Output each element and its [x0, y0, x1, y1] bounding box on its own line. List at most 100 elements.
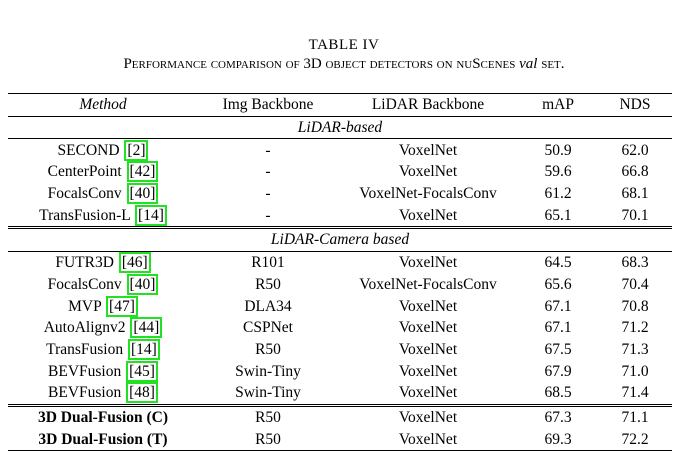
method-cell: SECOND [2]	[8, 139, 198, 161]
img-backbone-cell: R50	[198, 428, 338, 451]
method-name: FocalsConv	[47, 275, 122, 293]
citation-link[interactable]: [2]	[124, 139, 149, 161]
citation-link[interactable]: [14]	[135, 204, 167, 226]
table-row: FUTR3D [46] R101 VoxelNet 64.5 68.3	[8, 251, 672, 274]
method-cell: TransFusion [14]	[8, 338, 198, 361]
citation-link[interactable]: [44]	[130, 317, 163, 339]
results-table: Method Img Backbone LiDAR Backbone mAP N…	[8, 93, 672, 451]
table-row: CenterPoint [42] - VoxelNet 59.6 66.8	[8, 161, 672, 183]
lidar-backbone-cell: VoxelNet	[398, 141, 458, 159]
table-row: MVP [47] DLA34 VoxelNet 67.1 70.8	[8, 295, 672, 317]
img-backbone-cell: R50	[255, 275, 281, 293]
img-backbone-cell: R50	[198, 403, 338, 429]
nds-cell: 70.1	[621, 206, 649, 224]
map-cell: 65.6	[544, 275, 572, 293]
map-cell: 69.3	[518, 428, 598, 451]
header-map: mAP	[518, 93, 598, 117]
img-backbone-cell: R101	[251, 254, 285, 272]
lidar-backbone-cell: VoxelNet	[398, 340, 458, 358]
nds-cell: 72.2	[598, 428, 672, 451]
img-backbone-cell: -	[265, 206, 271, 224]
method-cell: AutoAlignv2 [44]	[8, 317, 198, 339]
table-title-end: set.	[537, 56, 565, 72]
method-cell: BEVFusion [45]	[8, 360, 198, 382]
table-row: BEVFusion [45] Swin-Tiny VoxelNet 67.9 71.0	[8, 360, 672, 382]
img-backbone-cell: -	[265, 141, 271, 159]
group-header-row: LiDAR-Camera based	[8, 226, 672, 252]
img-backbone-cell: Swin-Tiny	[235, 362, 301, 380]
method-name: TransFusion-L	[39, 206, 131, 224]
citation-link[interactable]: [42]	[126, 161, 159, 183]
method-name: FocalsConv	[47, 185, 122, 203]
img-backbone-cell: -	[265, 185, 271, 203]
table-label: TABLE IV	[308, 37, 380, 53]
header-img-backbone: Img Backbone	[198, 93, 338, 117]
table-row: TransFusion [14] R50 VoxelNet 67.5 71.3	[8, 338, 672, 361]
map-cell: 67.1	[544, 319, 572, 337]
table-row: FocalsConv [40] R50 VoxelNet-FocalsConv 65.…	[8, 273, 672, 296]
nds-cell: 70.4	[621, 275, 649, 293]
table-title-text: Performance comparison of 3D object dete…	[123, 56, 520, 72]
nds-cell: 71.4	[621, 384, 649, 402]
lidar-backbone-cell: VoxelNet	[398, 297, 458, 315]
img-backbone-cell: -	[265, 163, 271, 181]
header-row: Method Img Backbone LiDAR Backbone mAP N…	[8, 93, 672, 117]
map-cell: 67.1	[544, 297, 572, 315]
header-lidar-backbone: LiDAR Backbone	[338, 93, 518, 117]
nds-cell: 70.8	[621, 297, 649, 315]
table-row: FocalsConv [40] - VoxelNet-FocalsConv 61.2 6…	[8, 183, 672, 205]
table-caption: TABLE IV Performance comparison of 3D ob…	[0, 36, 688, 74]
map-cell: 65.1	[544, 206, 572, 224]
group-header-row: LiDAR-based	[8, 116, 672, 140]
map-cell: 68.5	[544, 384, 572, 402]
method-cell: FocalsConv [40]	[8, 183, 198, 205]
lidar-backbone-cell: VoxelNet	[398, 384, 458, 402]
map-cell: 67.5	[544, 340, 572, 358]
citation-link[interactable]: [47]	[106, 295, 138, 317]
citation-link[interactable]: [40]	[126, 183, 159, 205]
map-cell: 61.2	[544, 185, 572, 203]
citation-link[interactable]: [40]	[126, 273, 159, 295]
table-body: LiDAR-based SECOND [2] - VoxelNet 50.9 62.0 Ce…	[8, 116, 672, 451]
method-name: CenterPoint	[47, 163, 122, 181]
method-name: SECOND	[57, 141, 120, 159]
map-cell: 64.5	[544, 254, 572, 272]
nds-cell: 66.8	[621, 163, 649, 181]
img-backbone-cell: CSPNet	[243, 319, 293, 337]
method-name: BEVFusion	[48, 384, 122, 402]
lidar-backbone-cell: VoxelNet	[398, 206, 458, 224]
table-title-emphasis: val	[519, 56, 538, 72]
table-title: Performance comparison of 3D object dete…	[0, 55, 688, 74]
img-backbone-cell: R50	[255, 340, 281, 358]
nds-cell: 68.1	[621, 185, 649, 203]
lidar-backbone-cell: VoxelNet	[338, 428, 518, 451]
lidar-backbone-cell: VoxelNet	[398, 319, 458, 337]
citation-link[interactable]: [45]	[126, 360, 158, 382]
nds-cell: 71.3	[621, 340, 649, 358]
nds-cell: 71.0	[621, 362, 649, 380]
citation-link[interactable]: [14]	[128, 338, 160, 360]
table-row: AutoAlignv2 [44] CSPNet VoxelNet 67.1 71.2	[8, 317, 672, 339]
method-cell: FocalsConv [40]	[8, 273, 198, 296]
img-backbone-cell: DLA34	[244, 297, 292, 315]
citation-link[interactable]: [46]	[118, 252, 151, 274]
lidar-backbone-cell: VoxelNet	[398, 254, 458, 272]
lidar-backbone-cell: VoxelNet	[338, 403, 518, 429]
table-row: BEVFusion [48] Swin-Tiny VoxelNet 68.5 71.4	[8, 382, 672, 405]
map-cell: 50.9	[544, 141, 572, 159]
method-name: AutoAlignv2	[43, 319, 126, 337]
nds-cell: 71.1	[598, 403, 672, 429]
header-method: Method	[8, 93, 198, 117]
map-cell: 67.3	[518, 403, 598, 429]
citation-link[interactable]: [48]	[126, 382, 158, 404]
table-row: TransFusion-L [14] - VoxelNet 65.1 70.1	[8, 204, 672, 227]
method-name: BEVFusion	[48, 362, 122, 380]
img-backbone-cell: Swin-Tiny	[235, 384, 301, 402]
method-cell: 3D Dual-Fusion (T)	[8, 428, 198, 451]
lidar-backbone-cell: VoxelNet	[398, 362, 458, 380]
method-name: MVP	[68, 297, 102, 315]
table-row: SECOND [2] - VoxelNet 50.9 62.0	[8, 139, 672, 161]
group-title: LiDAR-based	[8, 116, 672, 140]
map-cell: 59.6	[544, 163, 572, 181]
map-cell: 67.9	[544, 362, 572, 380]
